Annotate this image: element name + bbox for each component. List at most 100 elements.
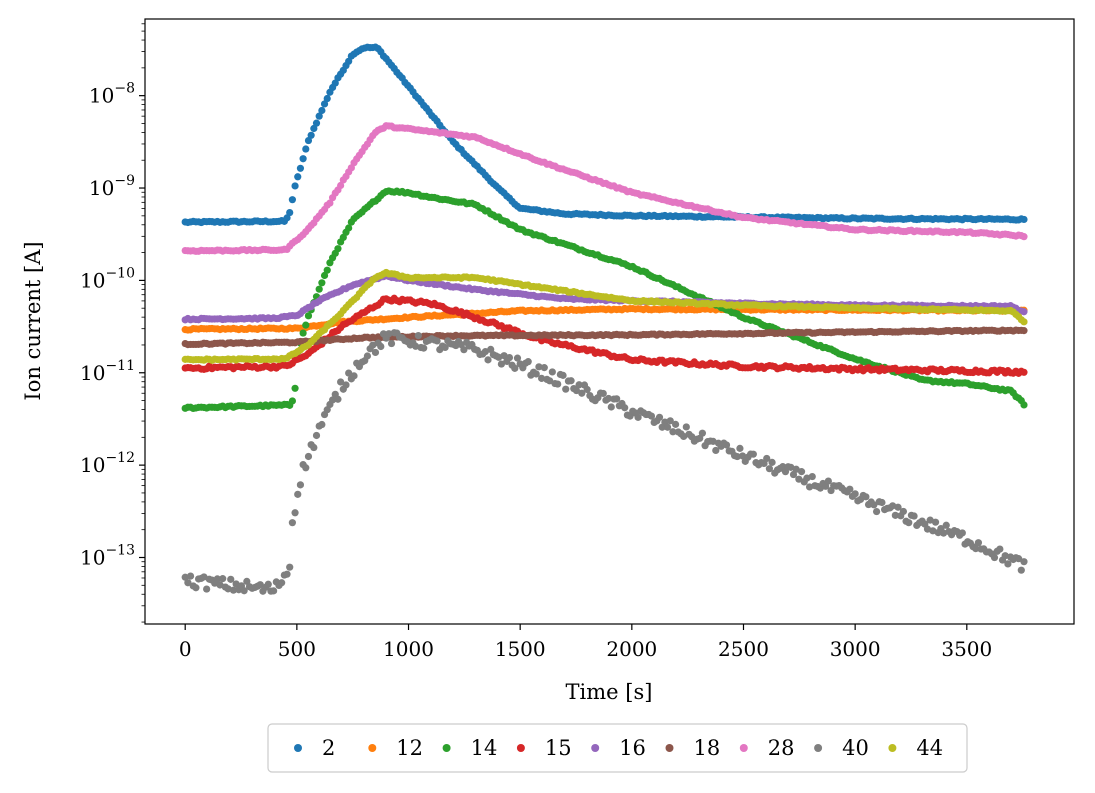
data-point: [243, 577, 251, 585]
data-point: [931, 518, 940, 526]
data-point: [605, 394, 613, 403]
data-point: [1020, 368, 1028, 376]
y-tick-label: 10−13: [80, 542, 135, 569]
legend-marker: [888, 744, 897, 752]
data-point: [227, 575, 235, 583]
data-point: [1004, 560, 1012, 568]
data-point: [345, 224, 353, 232]
legend-item-15: 15: [516, 736, 572, 760]
data-point: [505, 353, 514, 362]
legend-item-28: 28: [739, 736, 795, 760]
data-point: [862, 493, 870, 501]
data-point: [621, 404, 629, 412]
data-point: [824, 477, 832, 485]
data-point: [497, 360, 506, 368]
x-tick-label: 1500: [495, 637, 546, 661]
data-point: [342, 381, 350, 389]
data-point: [1020, 558, 1028, 566]
data-point: [294, 490, 302, 498]
data-point: [763, 454, 771, 463]
x-tick-label: 500: [278, 637, 316, 661]
y-tick-base: 10: [89, 176, 114, 200]
legend-items: 2 12 14 15 16 18 28 40 44: [294, 736, 943, 760]
data-point: [371, 348, 380, 357]
data-point: [548, 368, 556, 376]
x-tick-label: 2500: [718, 637, 769, 661]
data-point: [387, 339, 396, 348]
data-point: [910, 512, 918, 520]
series-2: [181, 43, 1028, 227]
data-point: [385, 330, 393, 338]
data-point: [583, 385, 591, 394]
data-point: [511, 364, 519, 372]
data-point: [312, 119, 321, 127]
legend-marker: [294, 744, 302, 752]
plot-frame: [144, 18, 1075, 625]
data-point: [229, 586, 238, 594]
data-point: [296, 481, 305, 489]
data-point: [286, 208, 294, 217]
legend-marker: [516, 744, 525, 752]
data-point: [634, 413, 642, 421]
data-point: [219, 575, 227, 583]
data-point: [768, 458, 776, 466]
data-point: [334, 245, 342, 253]
data-point: [291, 182, 299, 190]
data-point: [1020, 318, 1028, 326]
data-point: [972, 545, 980, 553]
data-point: [663, 423, 672, 431]
y-tick-base: 10: [80, 361, 105, 385]
data-point: [320, 100, 329, 108]
data-point: [682, 423, 690, 431]
data-point: [334, 395, 342, 403]
y-tick-exponent: −9: [114, 173, 135, 189]
data-point: [307, 131, 315, 139]
y-tick-exponent: −10: [105, 265, 135, 281]
legend-label: 12: [396, 736, 423, 760]
data-point: [996, 545, 1004, 553]
data-point: [722, 441, 731, 449]
data-point: [213, 575, 221, 583]
legend-label: 14: [471, 736, 498, 760]
data-point: [712, 446, 720, 455]
data-point: [974, 539, 983, 547]
data-point: [765, 465, 774, 473]
legend-marker: [739, 744, 748, 752]
data-point: [310, 124, 318, 133]
data-point: [613, 395, 621, 403]
legend-item-2: 2: [294, 736, 335, 760]
y-tick-label: 10−8: [89, 81, 135, 108]
data-point: [1020, 215, 1028, 224]
legend-item-14: 14: [442, 736, 498, 760]
data-point: [567, 377, 575, 385]
series-28: [181, 122, 1028, 255]
data-point: [484, 356, 492, 364]
data-point: [203, 585, 211, 593]
legend-marker: [368, 744, 377, 752]
data-point: [264, 580, 272, 588]
data-point: [192, 584, 200, 592]
data-point: [872, 507, 881, 516]
data-point: [870, 501, 878, 509]
data-point: [666, 417, 674, 425]
data-point: [350, 372, 358, 380]
legend-label: 28: [768, 736, 795, 760]
data-point: [302, 464, 310, 472]
data-point: [669, 428, 677, 436]
data-point: [302, 145, 310, 153]
data-point: [270, 587, 278, 595]
data-point: [288, 196, 296, 204]
data-point: [315, 112, 323, 120]
data-point: [1015, 555, 1023, 563]
data-point: [559, 371, 567, 379]
data-point: [540, 364, 548, 372]
data-point: [599, 389, 607, 398]
data-point: [320, 271, 329, 280]
data-point: [698, 429, 707, 437]
data-point: [291, 384, 299, 392]
y-tick-base: 10: [80, 545, 105, 569]
data-points: [181, 43, 1028, 595]
y-tick-exponent: −8: [114, 81, 135, 97]
y-tick-label: 10−12: [80, 450, 135, 477]
